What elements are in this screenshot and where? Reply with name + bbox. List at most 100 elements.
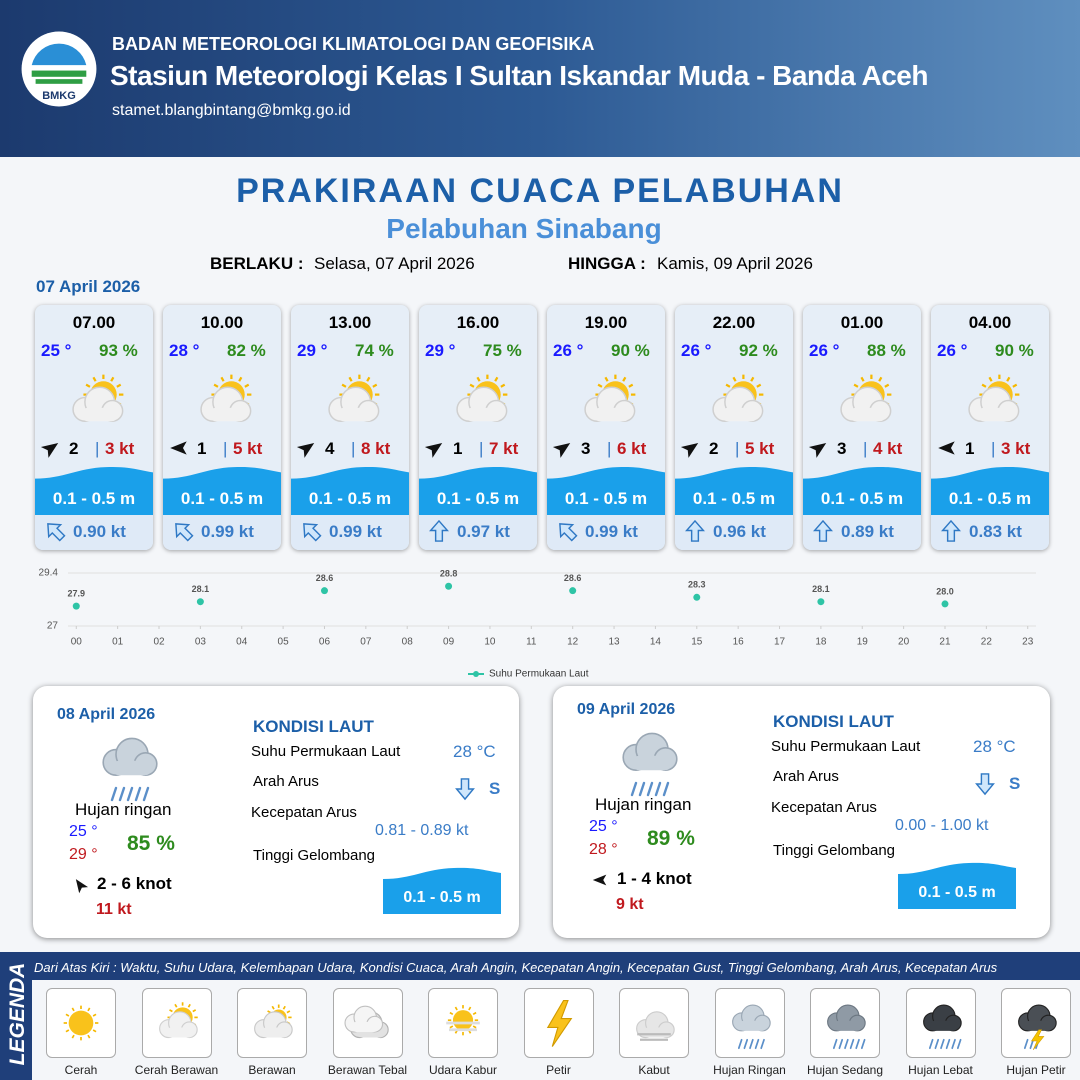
wave xyxy=(675,463,793,515)
icon-part xyxy=(158,1011,198,1039)
wave-height: 0.1 - 0.5 m xyxy=(692,489,776,508)
wind: 2 - 6 knot xyxy=(97,874,172,893)
wind-speed: 1 xyxy=(453,439,463,458)
icon-part xyxy=(832,1038,838,1050)
x-tick-label: 03 xyxy=(195,637,207,648)
icon xyxy=(175,523,194,542)
x-tick-label: 05 xyxy=(278,637,290,648)
time: 07.00 xyxy=(72,313,116,332)
temperature: 26 ° xyxy=(809,341,840,360)
wave xyxy=(35,463,153,515)
icon-part xyxy=(808,442,827,458)
icon xyxy=(63,1005,99,1041)
icon-part xyxy=(721,407,759,422)
icon xyxy=(680,442,699,458)
icon xyxy=(1018,1004,1057,1051)
current-arrow xyxy=(973,771,997,797)
gust: 8 kt xyxy=(361,439,391,458)
value-label: 28.3 xyxy=(688,580,706,590)
icon-part xyxy=(452,1010,474,1031)
x-tick-label: 04 xyxy=(236,637,248,648)
icon-part xyxy=(968,386,1020,422)
icon xyxy=(547,466,665,515)
icon-part xyxy=(40,442,59,458)
icon-part xyxy=(372,383,378,388)
wind-arrow xyxy=(680,437,702,459)
icon xyxy=(446,1005,480,1036)
x-tick-label: 09 xyxy=(443,637,455,648)
current-speed: 0.99 kt xyxy=(585,522,638,541)
icon-part xyxy=(244,383,250,388)
x-tick-label: 07 xyxy=(360,637,372,648)
sea-title: KONDISI LAUT xyxy=(253,717,374,736)
legend-label: Hujan Petir xyxy=(1006,1063,1066,1077)
legend-title: LEGENDA xyxy=(6,962,29,1066)
separator: | xyxy=(863,439,868,458)
icon-part xyxy=(383,867,501,914)
wave xyxy=(419,463,537,515)
icon-part xyxy=(941,519,961,542)
icon-part xyxy=(47,523,66,542)
icon-part xyxy=(731,1004,771,1032)
icon-part xyxy=(31,43,87,66)
icon xyxy=(622,732,678,797)
icon-part xyxy=(456,386,508,422)
icon-part xyxy=(348,376,353,382)
legend-icon xyxy=(626,995,682,1051)
legend-label: Hujan Lebat xyxy=(908,1063,973,1077)
icon-part xyxy=(291,466,409,515)
humidity: 92 % xyxy=(739,341,778,360)
icon-part xyxy=(92,1029,97,1033)
legend-label: Kabut xyxy=(638,1063,670,1077)
icon-part xyxy=(675,466,793,515)
value-label: 28.1 xyxy=(192,584,210,594)
legend-label: Suhu Permukaan Laut xyxy=(489,669,589,680)
sst-chart: 27 29.4 00 01 02 03 04 05 06 07 08 09 10 11 12 13 14 15 16… xyxy=(39,568,1036,680)
icon-part xyxy=(63,1005,99,1041)
point xyxy=(320,587,328,595)
gust: 9 kt xyxy=(616,896,644,913)
time: 16.00 xyxy=(456,313,500,332)
icon-part xyxy=(21,31,97,107)
legend-icon-box xyxy=(619,988,689,1058)
forecast-card: 13.00 29 ° 74 % 4 | 8 kt 0.1 - 0.5 m 0.99 kt xyxy=(291,305,409,550)
weather-icon xyxy=(955,365,1029,439)
icon-part xyxy=(343,1005,383,1033)
x-tick-label: 01 xyxy=(112,637,124,648)
legend-icon-box xyxy=(46,988,116,1058)
value-label: 28.6 xyxy=(564,573,582,583)
time: 01.00 xyxy=(840,313,884,332)
humidity: 93 % xyxy=(99,341,138,360)
icon xyxy=(343,1005,389,1039)
icon-part xyxy=(838,1038,844,1050)
icon-part xyxy=(465,407,503,422)
icon-part xyxy=(1024,1020,1053,1031)
point xyxy=(569,587,577,595)
legend-icon-box xyxy=(428,988,498,1058)
icon-part xyxy=(286,1010,291,1014)
wave-height: 0.1 - 0.5 m xyxy=(436,489,520,508)
direction: S xyxy=(1009,774,1021,793)
forecast-card: 10.00 28 ° 82 % 1 | 5 kt 0.1 - 0.5 m 0.99 kt xyxy=(163,305,281,550)
current-speed: 0.83 kt xyxy=(969,522,1022,541)
legend-label: Hujan Ringan xyxy=(713,1063,786,1077)
x-tick-label: 21 xyxy=(939,637,951,648)
icon xyxy=(158,1002,198,1039)
icon-part xyxy=(472,1025,477,1029)
icon-part xyxy=(112,760,152,776)
icon-part xyxy=(469,383,475,388)
icon-part xyxy=(860,1038,866,1050)
time: 13.00 xyxy=(328,313,372,332)
icon-part xyxy=(191,1009,196,1013)
icon-part xyxy=(975,773,995,796)
gust: 11 kt xyxy=(96,901,132,918)
gust: 6 kt xyxy=(617,439,647,458)
icon-part xyxy=(855,1038,860,1050)
legend-icon xyxy=(1008,995,1064,1051)
icon-part xyxy=(468,1006,472,1011)
icon-part xyxy=(303,523,322,542)
icon-part xyxy=(238,376,243,382)
icon-part xyxy=(593,407,631,422)
icon xyxy=(636,1011,675,1041)
